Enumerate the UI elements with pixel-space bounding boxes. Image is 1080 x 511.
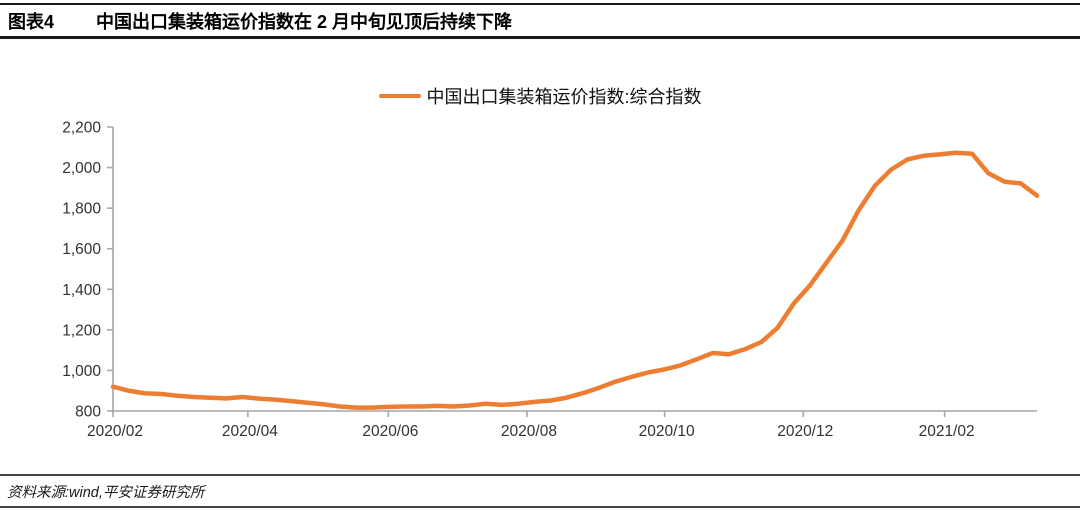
title-divider-rule	[0, 36, 1080, 39]
x-axis-tick-label: 2020/10	[639, 423, 695, 440]
legend-series-label: 中国出口集装箱运价指数:综合指数	[426, 87, 702, 107]
x-axis-tick-label: 2021/02	[919, 423, 975, 440]
ccfi-line-series	[110, 150, 1040, 410]
y-axis-tick-label: 1,800	[62, 201, 101, 218]
legend-line-swatch	[378, 94, 421, 98]
y-axis-tick-label: 2,000	[62, 160, 101, 177]
bottom-rule	[0, 506, 1080, 508]
x-axis-tick-label: 2020/02	[87, 423, 143, 440]
x-axis-tick-label: 2020/12	[777, 423, 833, 440]
figure-title: 中国出口集装箱运价指数在 2 月中旬见顶后持续下降	[96, 12, 513, 32]
y-axis-tick-label: 1,000	[62, 363, 101, 380]
source-note: 资料来源:wind,平安证券研究所	[7, 485, 205, 501]
y-axis-tick-label: 2,200	[62, 120, 101, 137]
chart-legend: 中国出口集装箱运价指数:综合指数	[0, 84, 1080, 108]
figure-label: 图表4	[8, 12, 55, 32]
x-axis-tick-label: 2020/06	[362, 423, 418, 440]
figure-header: 图表4 中国出口集装箱运价指数在 2 月中旬见顶后持续下降	[8, 8, 1072, 34]
top-rule	[0, 3, 1080, 5]
x-axis-tick-label: 2020/04	[222, 423, 278, 440]
source-divider-rule	[0, 474, 1080, 476]
x-axis-tick-label: 2020/08	[501, 423, 557, 440]
y-axis-tick-label: 1,200	[62, 322, 101, 339]
y-axis-tick-label: 1,400	[62, 282, 101, 299]
y-axis-tick-label: 800	[75, 404, 101, 421]
y-axis-tick-label: 1,600	[62, 241, 101, 258]
